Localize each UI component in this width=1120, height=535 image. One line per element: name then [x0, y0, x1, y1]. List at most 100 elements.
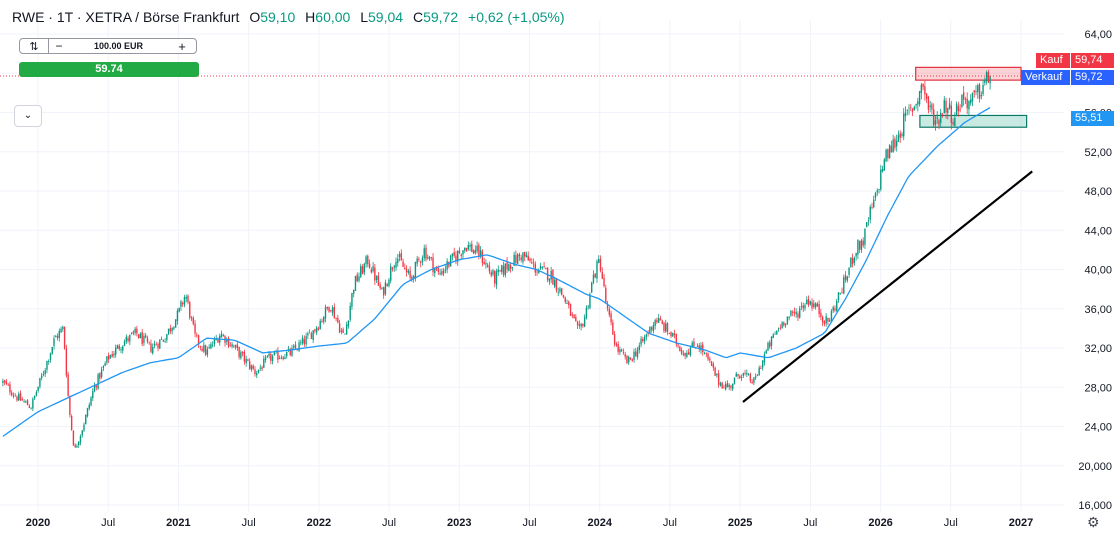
- candle-body: [561, 288, 563, 295]
- kauf-price-tag: 59,74: [1071, 53, 1114, 68]
- candle-body: [157, 344, 159, 348]
- candle-body: [645, 334, 648, 338]
- candle-body: [680, 350, 683, 354]
- candle-body: [959, 109, 961, 110]
- candle-body: [356, 274, 358, 282]
- plus-button[interactable]: +: [178, 38, 186, 54]
- candle-body: [871, 206, 873, 208]
- candle-body: [550, 270, 552, 280]
- candle-body: [631, 359, 633, 361]
- candle-body: [624, 354, 626, 357]
- candle-body: [756, 375, 759, 377]
- quantity-stepper[interactable]: ⇅ − 100.00 EUR +: [19, 38, 197, 54]
- candle-body: [518, 254, 521, 257]
- candle-body: [372, 266, 374, 272]
- candle-body: [873, 199, 875, 208]
- minus-button[interactable]: −: [55, 39, 63, 53]
- candle-body: [788, 317, 790, 318]
- candle-body: [9, 384, 11, 393]
- candle-body: [677, 344, 679, 346]
- candle-body: [148, 341, 150, 343]
- candle-body: [347, 320, 350, 327]
- candle-body: [298, 342, 300, 351]
- close-label: C: [412, 9, 424, 25]
- candle-body: [382, 287, 385, 296]
- candle-body: [458, 250, 461, 253]
- candle-body: [291, 348, 293, 356]
- candle-body: [945, 100, 947, 113]
- y-tick-label: 24,00: [1084, 422, 1112, 434]
- candle-body: [525, 254, 528, 258]
- candle-body: [828, 320, 831, 322]
- candle-body: [922, 83, 924, 88]
- candle-body: [338, 323, 341, 333]
- candle-body: [769, 342, 771, 347]
- candle-body: [816, 303, 819, 307]
- candle-body: [3, 380, 6, 383]
- candle-body: [802, 305, 804, 309]
- candle-body: [508, 263, 510, 272]
- buy-price-button[interactable]: 59.74: [19, 62, 199, 77]
- candle-body: [115, 347, 117, 355]
- candle-body: [740, 376, 743, 379]
- candle-body: [256, 373, 258, 376]
- candle-body: [867, 220, 870, 222]
- candle-body: [423, 248, 425, 258]
- candle-body: [779, 327, 782, 329]
- candle-body: [761, 360, 764, 368]
- candle-body: [323, 317, 325, 322]
- candle-body: [904, 112, 907, 117]
- candle-body: [911, 108, 914, 112]
- candle-body: [894, 138, 896, 148]
- candle-body: [481, 251, 484, 263]
- candle-body: [35, 392, 38, 396]
- candle-body: [152, 346, 154, 354]
- candle-body: [492, 270, 494, 275]
- candle-body: [314, 329, 316, 332]
- candle-body: [407, 270, 410, 273]
- symbol-title[interactable]: RWE · 1T · XETRA / Börse Frankfurt: [12, 9, 240, 25]
- candle-body: [719, 383, 722, 386]
- candle-body: [989, 75, 991, 84]
- candle-body: [245, 358, 247, 364]
- y-axis[interactable]: 64,0060,0056,0052,0048,0044,0040,0036,00…: [1078, 29, 1112, 512]
- gear-icon[interactable]: ⚙: [1087, 514, 1100, 530]
- candle-body: [187, 295, 189, 303]
- quantity-value[interactable]: 100.00 EUR: [93, 41, 144, 51]
- swap-icon[interactable]: ⇅: [20, 39, 49, 53]
- candle-body: [95, 385, 98, 388]
- candle-body: [941, 114, 944, 116]
- candle-body: [301, 337, 304, 344]
- candle-body: [62, 326, 64, 330]
- y-tick-label: 20,000: [1078, 461, 1112, 473]
- y-tick-label: 52,00: [1084, 147, 1112, 159]
- x-tick-label: 2026: [868, 517, 892, 529]
- candle-body: [913, 106, 916, 111]
- candle-body: [448, 261, 450, 267]
- candle-body: [130, 333, 133, 335]
- candle-body: [402, 261, 404, 267]
- candle-body: [684, 352, 686, 357]
- candle-body: [649, 326, 651, 335]
- candle-body: [985, 72, 988, 82]
- x-axis[interactable]: 2020 Jul 2021 Jul 2022 Jul 2023 Jul 2024 Jul 2025 J…: [26, 517, 1033, 529]
- y-tick-label: 64,00: [1084, 29, 1112, 41]
- candle-body: [134, 328, 136, 333]
- candle-body: [398, 254, 401, 258]
- candle-body: [843, 277, 845, 294]
- candle-body: [344, 333, 346, 335]
- candle-body: [217, 338, 219, 343]
- chevron-down-icon[interactable]: ⌄: [14, 105, 42, 127]
- trend-line[interactable]: [742, 170, 1033, 403]
- candle-body: [495, 271, 498, 285]
- candle-body: [892, 139, 894, 153]
- candle-body: [220, 333, 223, 338]
- candle-body: [32, 398, 34, 409]
- y-tick-label: 36,00: [1084, 304, 1112, 316]
- candle-body: [534, 263, 536, 273]
- candle-body: [113, 353, 115, 356]
- candle-body: [811, 301, 813, 308]
- candle-body: [442, 270, 445, 274]
- y-tick-label: 16,000: [1078, 500, 1112, 512]
